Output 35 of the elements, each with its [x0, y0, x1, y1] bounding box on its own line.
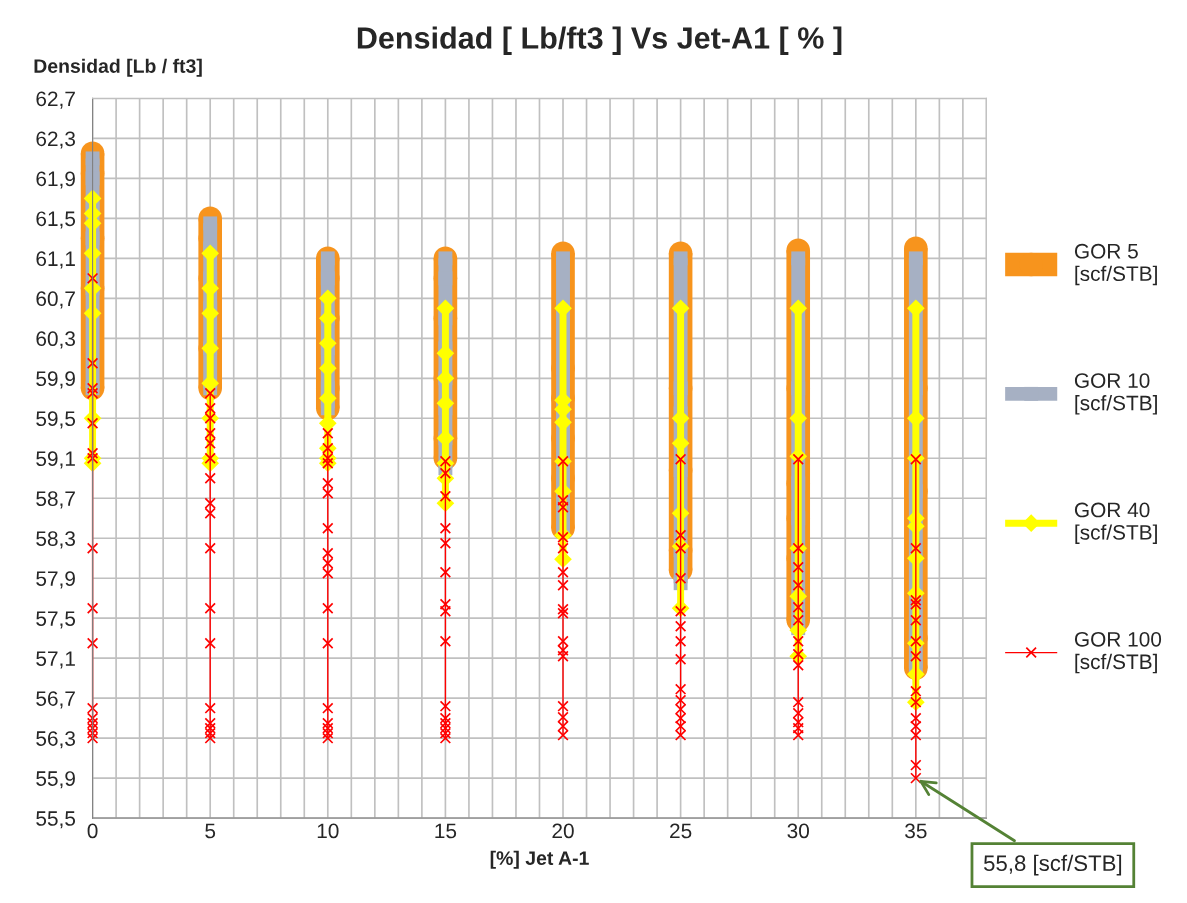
- x-tick-label: 35: [905, 823, 927, 839]
- y-tick-label: 59,5: [36, 411, 76, 429]
- legend-label: GOR 5 [scf/STB]: [1074, 243, 1157, 286]
- y-tick-label: 57,5: [36, 611, 76, 629]
- x-tick-label: 30: [787, 823, 809, 839]
- y-tick-label: 61,1: [36, 251, 75, 269]
- y-tick-label: 61,5: [36, 211, 76, 229]
- y-tick-label: 58,3: [36, 531, 76, 549]
- y-tick-label: 56,7: [36, 691, 75, 709]
- chart-title: Densidad [ Lb/ft3 ] Vs Jet-A1 [ % ]: [357, 26, 842, 55]
- x-axis-title: [%] Jet A-1: [490, 850, 589, 869]
- x-tick-label: 10: [317, 823, 339, 839]
- legend-label: GOR 10 [scf/STB]: [1074, 373, 1157, 415]
- annotation: 55,8 [scf/STB]: [983, 854, 1122, 876]
- x-tick-label: 15: [435, 823, 457, 839]
- x-tick-label: 0: [87, 823, 98, 839]
- x-tick-label: 25: [670, 823, 692, 839]
- y-tick-label: 59,1: [36, 451, 75, 469]
- x-tick-label: 20: [552, 823, 574, 839]
- y-tick-label: 59,9: [36, 371, 75, 389]
- y-tick-label: 58,7: [36, 491, 75, 509]
- y-tick-label: 60,3: [36, 331, 76, 349]
- legend-label: GOR 40 [scf/STB]: [1074, 502, 1157, 544]
- y-tick-label: 62,3: [36, 131, 76, 149]
- y-tick-label: 56,3: [36, 731, 76, 749]
- y-tick-label: 57,1: [36, 651, 75, 669]
- y-tick-label: 61,9: [36, 171, 75, 189]
- y-tick-label: 55,9: [36, 771, 75, 789]
- y-tick-label: 62,7: [36, 91, 75, 109]
- x-tick-label: 5: [205, 823, 216, 839]
- legend-label: GOR 100 [scf/STB]: [1074, 631, 1162, 674]
- y-tick-label: 60,7: [36, 291, 75, 309]
- y-axis-title: Densidad [Lb / ft3]: [34, 58, 202, 77]
- y-tick-label: 57,9: [36, 571, 75, 589]
- y-tick-label: 55,5: [36, 811, 76, 829]
